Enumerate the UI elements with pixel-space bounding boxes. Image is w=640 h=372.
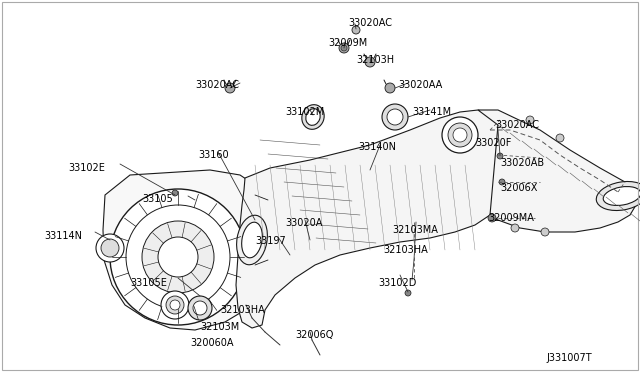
Text: 33020A: 33020A bbox=[285, 218, 323, 228]
Ellipse shape bbox=[604, 186, 640, 205]
Text: 33020AC: 33020AC bbox=[195, 80, 239, 90]
Text: 32103HA: 32103HA bbox=[383, 245, 428, 255]
Text: 33105: 33105 bbox=[142, 194, 173, 204]
Circle shape bbox=[448, 123, 472, 147]
Circle shape bbox=[193, 301, 207, 315]
Circle shape bbox=[161, 291, 189, 319]
Text: 33020AB: 33020AB bbox=[500, 158, 544, 168]
Circle shape bbox=[110, 189, 246, 325]
Text: 33020AA: 33020AA bbox=[398, 80, 442, 90]
Text: 32103M: 32103M bbox=[200, 322, 239, 332]
Polygon shape bbox=[236, 110, 498, 328]
Circle shape bbox=[541, 228, 549, 236]
Circle shape bbox=[499, 179, 505, 185]
Circle shape bbox=[158, 237, 198, 277]
Text: 33160: 33160 bbox=[198, 150, 228, 160]
Circle shape bbox=[166, 296, 184, 314]
Text: J331007T: J331007T bbox=[546, 353, 591, 363]
Circle shape bbox=[526, 116, 534, 124]
Circle shape bbox=[387, 109, 403, 125]
Text: 33140N: 33140N bbox=[358, 142, 396, 152]
Text: 33102E: 33102E bbox=[68, 163, 105, 173]
Circle shape bbox=[442, 117, 478, 153]
Text: 33020AC: 33020AC bbox=[348, 18, 392, 28]
Text: 32103HA: 32103HA bbox=[220, 305, 265, 315]
Circle shape bbox=[453, 128, 467, 142]
Text: 32009MA: 32009MA bbox=[488, 213, 534, 223]
Text: 33141M: 33141M bbox=[412, 107, 451, 117]
Text: 33102M: 33102M bbox=[285, 107, 324, 117]
Ellipse shape bbox=[242, 222, 262, 258]
Circle shape bbox=[339, 43, 349, 53]
Ellipse shape bbox=[237, 215, 268, 265]
Text: 33102D: 33102D bbox=[378, 278, 417, 288]
Polygon shape bbox=[103, 170, 270, 330]
Text: 33197: 33197 bbox=[255, 236, 285, 246]
Ellipse shape bbox=[306, 109, 320, 125]
Circle shape bbox=[101, 239, 119, 257]
Text: 33105E: 33105E bbox=[130, 278, 167, 288]
Circle shape bbox=[188, 296, 212, 320]
Text: 32006Q: 32006Q bbox=[295, 330, 333, 340]
Circle shape bbox=[225, 83, 235, 93]
Text: 32103MA: 32103MA bbox=[392, 225, 438, 235]
Text: 320060A: 320060A bbox=[190, 338, 234, 348]
Circle shape bbox=[382, 104, 408, 130]
Text: 33020F: 33020F bbox=[475, 138, 511, 148]
Text: 32103H: 32103H bbox=[356, 55, 394, 65]
Text: 32006X: 32006X bbox=[500, 183, 538, 193]
Text: 32009M: 32009M bbox=[328, 38, 367, 48]
Circle shape bbox=[556, 134, 564, 142]
Circle shape bbox=[511, 224, 519, 232]
Circle shape bbox=[497, 153, 503, 159]
Ellipse shape bbox=[596, 182, 640, 211]
Circle shape bbox=[341, 45, 347, 51]
Circle shape bbox=[172, 190, 178, 196]
Text: 33020AC: 33020AC bbox=[495, 120, 539, 130]
Circle shape bbox=[385, 83, 395, 93]
Circle shape bbox=[170, 300, 180, 310]
Polygon shape bbox=[478, 110, 636, 232]
Circle shape bbox=[96, 234, 124, 262]
Circle shape bbox=[142, 221, 214, 293]
Circle shape bbox=[352, 26, 360, 34]
Ellipse shape bbox=[302, 105, 324, 129]
Circle shape bbox=[488, 214, 496, 222]
Circle shape bbox=[126, 205, 230, 309]
Circle shape bbox=[405, 290, 411, 296]
Circle shape bbox=[365, 57, 375, 67]
Text: 33114N: 33114N bbox=[44, 231, 82, 241]
